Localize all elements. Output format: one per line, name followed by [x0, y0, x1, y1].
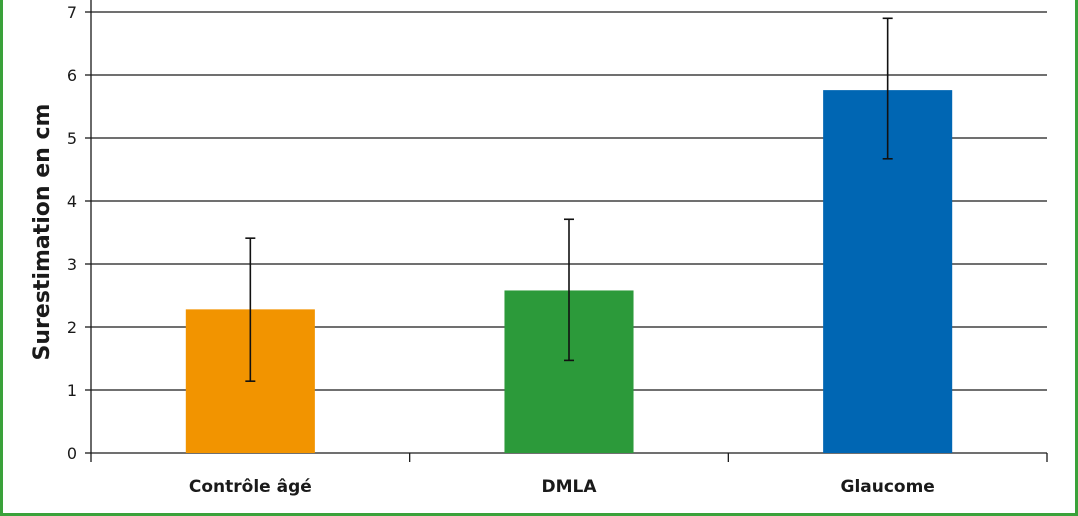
y-tick-label-4: 4: [67, 192, 77, 211]
y-tick-label-1: 1: [67, 381, 77, 400]
y-tick-label-3: 3: [67, 255, 77, 274]
y-tick-label-0: 0: [67, 444, 77, 463]
x-category-label-0: Contrôle âgé: [189, 477, 312, 497]
y-tick-label-7: 7: [67, 3, 77, 22]
y-tick-label-5: 5: [67, 129, 77, 148]
error-bar-2: [882, 17, 893, 160]
x-category-label-2: Glaucome: [840, 477, 934, 497]
y-axis-label: Surestimation en cm: [30, 104, 55, 361]
error-bar-1: [564, 218, 574, 362]
error-bar-0: [245, 237, 256, 382]
y-tick-label-6: 6: [67, 66, 77, 85]
y-tick-label-2: 2: [67, 318, 77, 337]
x-category-label-1: DMLA: [541, 477, 597, 497]
error-bars: [245, 17, 893, 382]
y-tick-labels: 0 1 2 3 4 5 6 7: [67, 3, 77, 463]
x-category-labels: Contrôle âgé DMLA Glaucome: [189, 477, 935, 497]
